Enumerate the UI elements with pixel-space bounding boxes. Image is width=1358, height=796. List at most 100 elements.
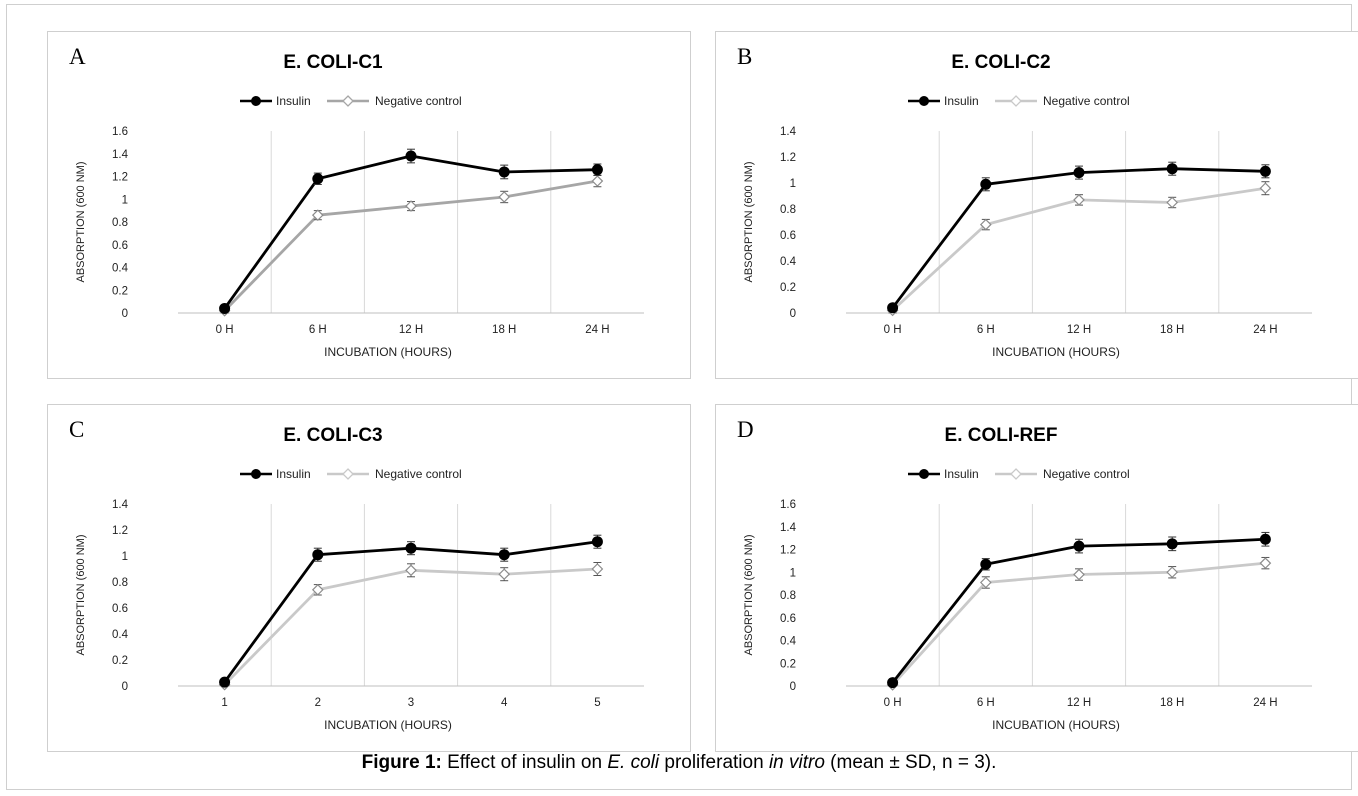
y-tick-c-3: 0.6 bbox=[112, 603, 128, 615]
y-tick-b-5: 1 bbox=[790, 178, 796, 190]
x-axis-label-d: INCUBATION (HOURS) bbox=[992, 718, 1120, 732]
legend-marker-control-d bbox=[1010, 468, 1022, 480]
x-tick-d-2: 12 H bbox=[1067, 697, 1091, 709]
point-control-b-3 bbox=[1166, 196, 1179, 209]
point-insulin-a-1 bbox=[312, 173, 324, 185]
y-tick-d-1: 0.2 bbox=[780, 658, 796, 670]
x-tick-d-3: 18 H bbox=[1160, 697, 1184, 709]
y-tick-a-5: 1 bbox=[122, 194, 128, 206]
point-insulin-d-3 bbox=[1166, 538, 1178, 550]
y-tick-c-2: 0.4 bbox=[112, 629, 129, 641]
y-tick-d-7: 1.4 bbox=[780, 522, 797, 534]
legend-label-control-b: Negative control bbox=[1043, 94, 1130, 108]
y-tick-b-3: 0.6 bbox=[780, 230, 796, 242]
point-insulin-d-0 bbox=[887, 677, 899, 689]
point-control-c-3 bbox=[498, 568, 511, 581]
point-control-d-4 bbox=[1259, 557, 1272, 569]
series-line-control-c bbox=[223, 567, 598, 686]
y-tick-b-7: 1.4 bbox=[780, 126, 797, 138]
y-tick-d-4: 0.8 bbox=[780, 590, 796, 602]
x-tick-a-3: 18 H bbox=[492, 324, 516, 336]
legend-label-insulin-a: Insulin bbox=[276, 94, 311, 108]
caption-italic-1: E. coli bbox=[607, 752, 660, 773]
point-insulin-c-0 bbox=[219, 676, 231, 688]
y-tick-d-6: 1.2 bbox=[780, 545, 796, 557]
y-axis-label-c: ABSORPTION (600 NM) bbox=[75, 534, 87, 655]
chart-title-d: E. COLI-REF bbox=[945, 425, 1058, 446]
legend-marker-insulin-c bbox=[251, 469, 261, 479]
y-tick-c-0: 0 bbox=[122, 681, 128, 693]
series-line-insulin-a bbox=[223, 154, 598, 310]
legend-marker-control-a bbox=[342, 95, 354, 107]
caption-label: Figure 1: bbox=[361, 752, 442, 773]
point-insulin-b-1 bbox=[980, 178, 992, 190]
y-tick-a-0: 0 bbox=[122, 308, 128, 320]
x-axis-label-a: INCUBATION (HOURS) bbox=[324, 345, 452, 359]
caption-italic-2: in vitro bbox=[768, 752, 825, 773]
point-control-a-1 bbox=[311, 209, 324, 222]
y-tick-b-4: 0.8 bbox=[780, 204, 796, 216]
point-control-a-3 bbox=[498, 191, 511, 203]
y-tick-c-5: 1 bbox=[122, 551, 128, 563]
x-axis-label-b: INCUBATION (HOURS) bbox=[992, 345, 1120, 359]
figure-frame bbox=[6, 4, 1352, 790]
caption-text-1: Effect of insulin on bbox=[441, 752, 608, 773]
legend-label-control-c: Negative control bbox=[375, 467, 462, 481]
point-insulin-c-3 bbox=[498, 549, 510, 561]
series-line-insulin-c bbox=[223, 540, 598, 683]
point-insulin-c-1 bbox=[312, 549, 324, 561]
point-control-a-2 bbox=[405, 200, 417, 212]
chart-panel-b: B E. COLI-C2 Insulin Negative control 0 0.2 0.… bbox=[715, 31, 1358, 379]
series-line-control-d bbox=[891, 561, 1266, 686]
y-tick-d-5: 1 bbox=[790, 567, 796, 579]
chart-b: B E. COLI-C2 Insulin Negative control 0 0.2 0.… bbox=[737, 44, 1312, 359]
y-tick-a-8: 1.6 bbox=[112, 126, 128, 138]
y-tick-c-1: 0.2 bbox=[112, 655, 128, 667]
x-tick-b-2: 12 H bbox=[1067, 324, 1091, 336]
y-axis-label-a: ABSORPTION (600 NM) bbox=[75, 161, 87, 282]
caption-text-3: (mean ± SD, n = 3). bbox=[824, 752, 997, 773]
chart-panel-a: A E. COLI-C1 Insulin Negative control 0 0.2 0.… bbox=[47, 31, 691, 379]
y-axis-label-b: ABSORPTION (600 NM) bbox=[743, 161, 755, 282]
y-tick-a-7: 1.4 bbox=[112, 149, 129, 161]
legend-marker-insulin-b bbox=[919, 96, 929, 106]
point-insulin-c-2 bbox=[405, 542, 417, 554]
y-tick-a-1: 0.2 bbox=[112, 285, 128, 297]
x-tick-b-0: 0 H bbox=[884, 324, 902, 336]
y-tick-d-2: 0.4 bbox=[780, 636, 797, 648]
x-tick-d-1: 6 H bbox=[977, 697, 995, 709]
figure-caption: Figure 1: Effect of insulin on E. coli p… bbox=[0, 752, 1358, 774]
x-tick-b-1: 6 H bbox=[977, 324, 995, 336]
y-tick-c-7: 1.4 bbox=[112, 499, 129, 511]
y-tick-a-4: 0.8 bbox=[112, 217, 128, 229]
point-insulin-d-4 bbox=[1259, 533, 1271, 545]
legend-label-insulin-d: Insulin bbox=[944, 467, 979, 481]
point-insulin-a-4 bbox=[591, 164, 603, 176]
legend-marker-control-c bbox=[342, 468, 354, 480]
point-control-a-4 bbox=[591, 175, 604, 187]
point-insulin-b-4 bbox=[1259, 165, 1271, 177]
x-tick-a-1: 6 H bbox=[309, 324, 327, 336]
point-insulin-a-2 bbox=[405, 150, 417, 162]
x-tick-a-2: 12 H bbox=[399, 324, 423, 336]
x-tick-c-0: 1 bbox=[221, 697, 227, 709]
x-tick-b-4: 24 H bbox=[1253, 324, 1277, 336]
y-tick-b-0: 0 bbox=[790, 308, 796, 320]
x-tick-a-0: 0 H bbox=[216, 324, 234, 336]
point-control-c-4 bbox=[591, 563, 604, 575]
y-tick-b-1: 0.2 bbox=[780, 282, 796, 294]
point-control-d-1 bbox=[979, 576, 992, 589]
y-tick-c-4: 0.8 bbox=[112, 577, 128, 589]
chart-a: A E. COLI-C1 Insulin Negative control 0 0.2 0.… bbox=[69, 44, 644, 359]
chart-title-b: E. COLI-C2 bbox=[951, 52, 1050, 73]
point-insulin-b-2 bbox=[1073, 167, 1085, 179]
x-tick-a-4: 24 H bbox=[585, 324, 609, 336]
legend-marker-insulin-d bbox=[919, 469, 929, 479]
panel-letter-b: B bbox=[737, 44, 752, 69]
point-insulin-b-0 bbox=[887, 302, 899, 314]
point-control-b-2 bbox=[1073, 194, 1085, 206]
series-line-insulin-d bbox=[891, 537, 1266, 684]
panel-letter-c: C bbox=[69, 417, 84, 442]
caption-text-2: proliferation bbox=[659, 752, 769, 773]
point-control-c-2 bbox=[405, 564, 417, 577]
